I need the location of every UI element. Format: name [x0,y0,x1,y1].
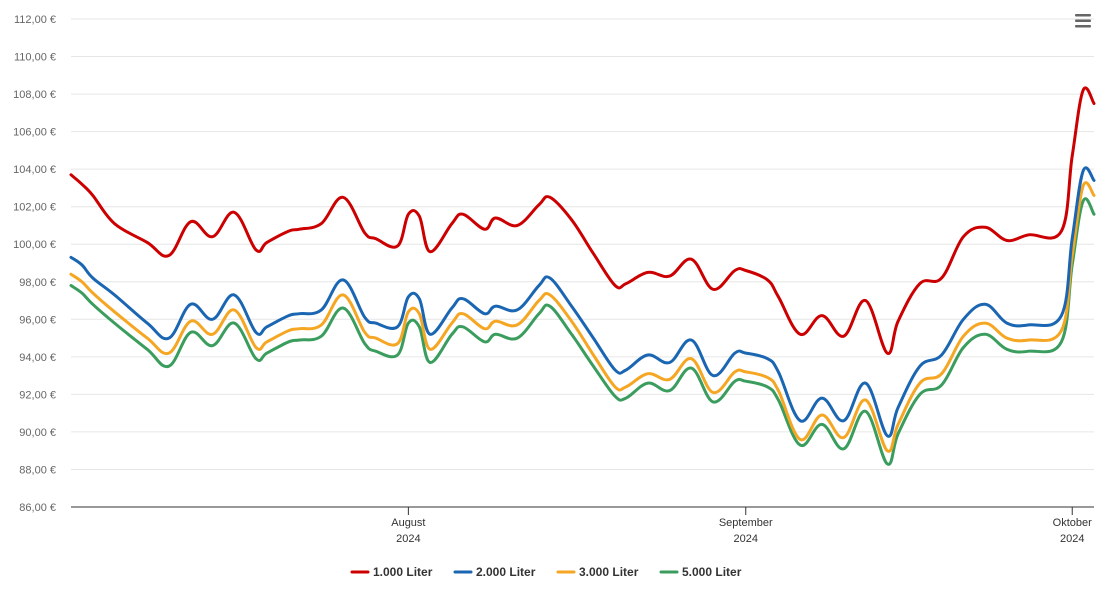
series-line-4 [69,197,1096,466]
x-tick: September 2024 [719,507,773,545]
menu-bar [1075,25,1091,28]
legend-label: 3.000 Liter [579,565,639,579]
y-tick-label: 90,00 € [19,427,56,439]
y-tick: 94,00 € [19,352,56,364]
y-axis: 86,00 € 88,00 € 90,00 € 92,00 € 94,00 € 96,00… [13,14,56,514]
menu-bar [1075,19,1091,22]
y-tick: 108,00 € [13,89,56,101]
x-tick-year: 2024 [734,533,758,545]
series-line-3 [69,181,1096,453]
x-axis: August 2024 September 2024 Oktober 2024 [391,507,1092,545]
x-tick-month: August [391,517,425,529]
y-tick-label: 98,00 € [19,277,56,289]
x-tick-month: September [719,517,773,529]
x-tick: August 2024 [391,507,425,545]
y-tick: 102,00 € [13,202,56,214]
legend-label: 5.000 Liter [682,565,742,579]
y-tick-label: 112,00 € [14,14,56,26]
y-tick-label: 88,00 € [19,464,56,476]
legend-item[interactable]: 2.000 Liter [453,565,536,579]
y-tick: 112,00 € [14,14,56,26]
hamburger-menu-icon[interactable] [1075,14,1091,28]
y-tick-label: 100,00 € [13,239,56,251]
y-tick-label: 106,00 € [13,127,56,139]
series-lines [69,86,1096,466]
y-tick: 100,00 € [13,239,56,251]
y-tick: 106,00 € [13,127,56,139]
y-tick-label: 108,00 € [13,89,56,101]
y-tick-label: 86,00 € [19,502,56,514]
menu-bar [1075,14,1091,17]
x-tick-year: 2024 [396,533,420,545]
legend-label: 2.000 Liter [476,565,536,579]
legend[interactable]: 1.000 Liter 2.000 Liter 3.000 Liter 5.000 L… [350,565,742,579]
y-tick: 98,00 € [19,277,56,289]
grid [71,18,1094,508]
y-tick-label: 96,00 € [19,314,56,326]
y-tick: 90,00 € [19,427,56,439]
x-tick: Oktober 2024 [1053,507,1092,545]
legend-label: 1.000 Liter [373,565,433,579]
y-tick: 96,00 € [19,314,56,326]
y-tick-label: 94,00 € [19,352,56,364]
y-tick: 92,00 € [19,389,56,401]
y-tick: 86,00 € [19,502,56,514]
y-tick-label: 104,00 € [13,164,56,176]
x-tick-month: Oktober [1053,517,1092,529]
y-tick-label: 92,00 € [19,389,56,401]
x-tick-year: 2024 [1060,533,1084,545]
legend-item[interactable]: 1.000 Liter [350,565,433,579]
y-tick: 88,00 € [19,464,56,476]
y-tick-label: 110,00 € [14,52,56,64]
y-tick-label: 102,00 € [13,202,56,214]
legend-item[interactable]: 3.000 Liter [556,565,639,579]
y-tick: 104,00 € [13,164,56,176]
series-line-2 [69,166,1096,438]
series-line-1 [69,86,1096,355]
legend-item[interactable]: 5.000 Liter [659,565,742,579]
y-tick: 110,00 € [14,52,56,64]
